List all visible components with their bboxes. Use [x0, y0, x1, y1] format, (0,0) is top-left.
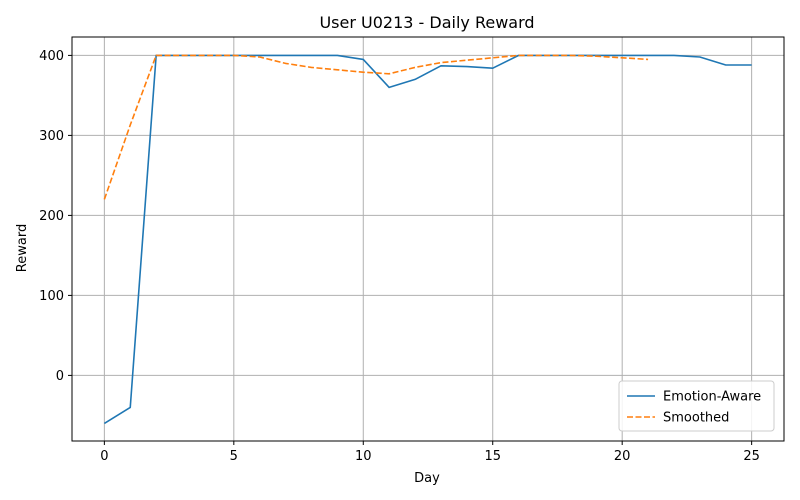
legend-label: Emotion-Aware — [663, 390, 761, 405]
chart-title: User U0213 - Daily Reward — [319, 13, 534, 32]
axis-ticks: 0 5 10 15 20 25 0 100 200 300 400 — [39, 49, 760, 464]
x-tick-label: 10 — [355, 449, 372, 464]
x-tick-label: 15 — [484, 449, 501, 464]
y-tick-label: 400 — [39, 49, 64, 64]
y-axis-title: Reward — [15, 224, 30, 272]
legend-box — [618, 380, 775, 432]
grid-lines — [72, 37, 784, 441]
y-tick-label: 100 — [39, 289, 64, 304]
y-tick-label: 0 — [56, 369, 64, 384]
y-tick-label: 300 — [39, 129, 64, 144]
legend-label: Smoothed — [663, 411, 729, 426]
x-tick-label: 25 — [743, 449, 760, 464]
series-line-emotion-aware — [103, 54, 752, 425]
plot-frame — [71, 36, 785, 442]
x-tick-label: 0 — [100, 449, 108, 464]
x-tick-label: 20 — [614, 449, 631, 464]
series-lines — [103, 54, 752, 425]
x-axis-title: Day — [414, 471, 440, 486]
legend: Emotion-Aware Smoothed — [618, 380, 775, 432]
y-tick-label: 200 — [39, 209, 64, 224]
x-tick-label: 5 — [230, 449, 238, 464]
series-line-smoothed — [103, 54, 649, 200]
